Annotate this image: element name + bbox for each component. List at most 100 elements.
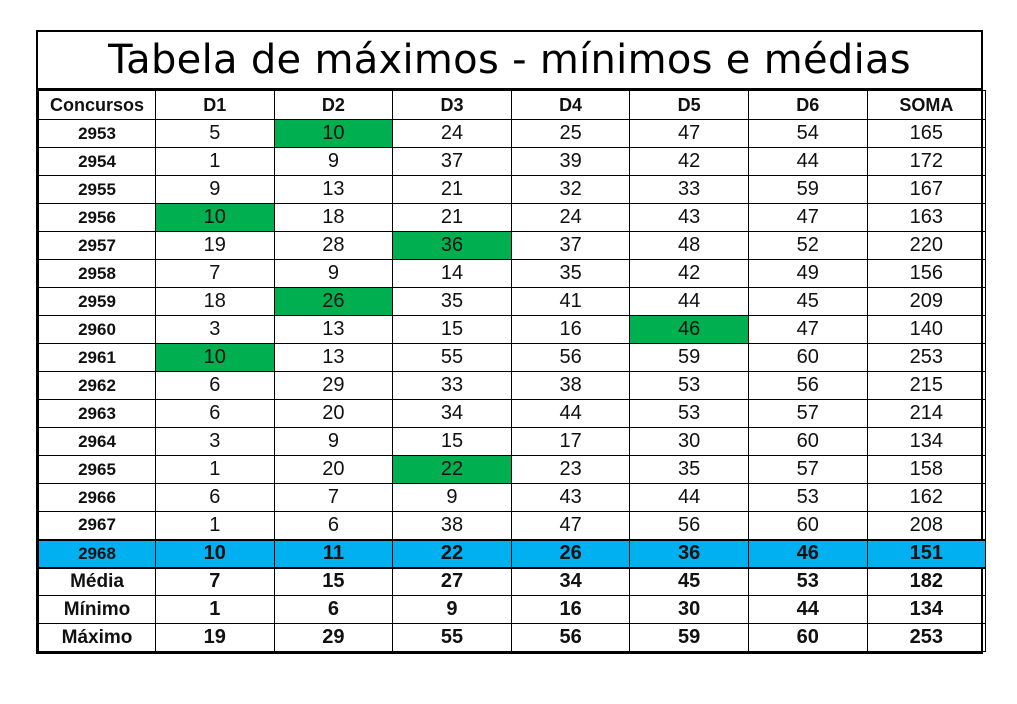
table-cell[interactable]: 30 <box>629 595 749 624</box>
table-cell[interactable]: 172 <box>866 147 987 176</box>
table-cell[interactable]: 10 <box>155 538 275 569</box>
table-cell[interactable]: 9 <box>155 175 275 204</box>
highlighted-row-label[interactable]: 2968 <box>38 538 156 569</box>
table-cell[interactable]: 3 <box>155 315 275 344</box>
table-cell[interactable]: 156 <box>866 259 987 288</box>
table-cell[interactable]: 56 <box>747 371 868 400</box>
table-cell[interactable]: 32 <box>510 175 631 204</box>
header-soma[interactable]: SOMA <box>866 90 987 120</box>
table-cell[interactable]: 15 <box>273 567 394 596</box>
table-cell[interactable]: 26 <box>510 538 631 569</box>
table-row-label[interactable]: 2959 <box>38 287 156 316</box>
table-cell[interactable]: 60 <box>747 511 868 540</box>
table-row-label[interactable]: 2960 <box>38 315 156 344</box>
table-cell[interactable]: 59 <box>747 175 868 204</box>
table-cell[interactable]: 33 <box>392 371 512 400</box>
table-cell[interactable]: 44 <box>510 399 631 428</box>
header-d6[interactable]: D6 <box>747 90 868 120</box>
table-cell[interactable]: 36 <box>392 231 512 260</box>
table-cell[interactable]: 13 <box>273 343 394 372</box>
table-cell[interactable]: 24 <box>392 119 512 148</box>
table-cell[interactable]: 22 <box>392 455 512 484</box>
table-cell[interactable]: 21 <box>392 203 512 232</box>
table-cell[interactable]: 57 <box>747 455 868 484</box>
table-cell[interactable]: 6 <box>155 371 275 400</box>
table-cell[interactable]: 140 <box>866 315 987 344</box>
table-cell[interactable]: 52 <box>747 231 868 260</box>
table-cell[interactable]: 209 <box>866 287 987 316</box>
table-cell[interactable]: 42 <box>629 259 749 288</box>
table-cell[interactable]: 11 <box>273 538 394 569</box>
stat-row-label[interactable]: Mínimo <box>38 595 156 624</box>
table-cell[interactable]: 9 <box>273 259 394 288</box>
table-cell[interactable]: 215 <box>866 371 987 400</box>
table-row-label[interactable]: 2967 <box>38 511 156 540</box>
table-cell[interactable]: 17 <box>510 427 631 456</box>
table-cell[interactable]: 41 <box>510 287 631 316</box>
table-cell[interactable]: 14 <box>392 259 512 288</box>
table-cell[interactable]: 214 <box>866 399 987 428</box>
table-cell[interactable]: 27 <box>392 567 512 596</box>
table-cell[interactable]: 6 <box>155 399 275 428</box>
table-cell[interactable]: 44 <box>747 147 868 176</box>
table-cell[interactable]: 10 <box>155 343 275 372</box>
table-cell[interactable]: 151 <box>866 538 987 569</box>
table-cell[interactable]: 35 <box>629 455 749 484</box>
table-cell[interactable]: 45 <box>629 567 749 596</box>
header-d4[interactable]: D4 <box>510 90 631 120</box>
table-cell[interactable]: 158 <box>866 455 987 484</box>
table-cell[interactable]: 7 <box>155 259 275 288</box>
table-cell[interactable]: 13 <box>273 175 394 204</box>
table-cell[interactable]: 37 <box>392 147 512 176</box>
table-cell[interactable]: 29 <box>273 371 394 400</box>
table-cell[interactable]: 26 <box>273 287 394 316</box>
table-cell[interactable]: 9 <box>392 483 512 512</box>
table-row-label[interactable]: 2961 <box>38 343 156 372</box>
table-cell[interactable]: 20 <box>273 399 394 428</box>
table-cell[interactable]: 34 <box>510 567 631 596</box>
table-cell[interactable]: 43 <box>629 203 749 232</box>
table-cell[interactable]: 7 <box>155 567 275 596</box>
table-cell[interactable]: 56 <box>510 343 631 372</box>
table-cell[interactable]: 35 <box>510 259 631 288</box>
table-cell[interactable]: 55 <box>392 623 512 652</box>
table-cell[interactable]: 134 <box>866 427 987 456</box>
table-cell[interactable]: 10 <box>155 203 275 232</box>
table-cell[interactable]: 53 <box>747 567 868 596</box>
table-cell[interactable]: 29 <box>273 623 394 652</box>
table-cell[interactable]: 23 <box>510 455 631 484</box>
table-cell[interactable]: 253 <box>866 623 987 652</box>
table-cell[interactable]: 13 <box>273 315 394 344</box>
table-cell[interactable]: 9 <box>273 147 394 176</box>
table-cell[interactable]: 54 <box>747 119 868 148</box>
table-cell[interactable]: 53 <box>629 399 749 428</box>
table-cell[interactable]: 44 <box>629 483 749 512</box>
table-cell[interactable]: 20 <box>273 455 394 484</box>
table-cell[interactable]: 60 <box>747 343 868 372</box>
table-cell[interactable]: 57 <box>747 399 868 428</box>
table-cell[interactable]: 44 <box>747 595 868 624</box>
table-cell[interactable]: 162 <box>866 483 987 512</box>
table-cell[interactable]: 19 <box>155 231 275 260</box>
table-cell[interactable]: 38 <box>510 371 631 400</box>
table-cell[interactable]: 47 <box>629 119 749 148</box>
table-cell[interactable]: 165 <box>866 119 987 148</box>
table-cell[interactable]: 45 <box>747 287 868 316</box>
table-cell[interactable]: 16 <box>510 315 631 344</box>
table-cell[interactable]: 9 <box>392 595 512 624</box>
table-cell[interactable]: 5 <box>155 119 275 148</box>
table-cell[interactable]: 18 <box>155 287 275 316</box>
table-cell[interactable]: 30 <box>629 427 749 456</box>
table-cell[interactable]: 6 <box>155 483 275 512</box>
table-cell[interactable]: 56 <box>510 623 631 652</box>
table-cell[interactable]: 7 <box>273 483 394 512</box>
table-row-label[interactable]: 2965 <box>38 455 156 484</box>
table-cell[interactable]: 16 <box>510 595 631 624</box>
table-cell[interactable]: 60 <box>747 623 868 652</box>
table-cell[interactable]: 21 <box>392 175 512 204</box>
header-d2[interactable]: D2 <box>273 90 394 120</box>
table-cell[interactable]: 167 <box>866 175 987 204</box>
table-cell[interactable]: 10 <box>273 119 394 148</box>
table-cell[interactable]: 24 <box>510 203 631 232</box>
table-cell[interactable]: 59 <box>629 343 749 372</box>
